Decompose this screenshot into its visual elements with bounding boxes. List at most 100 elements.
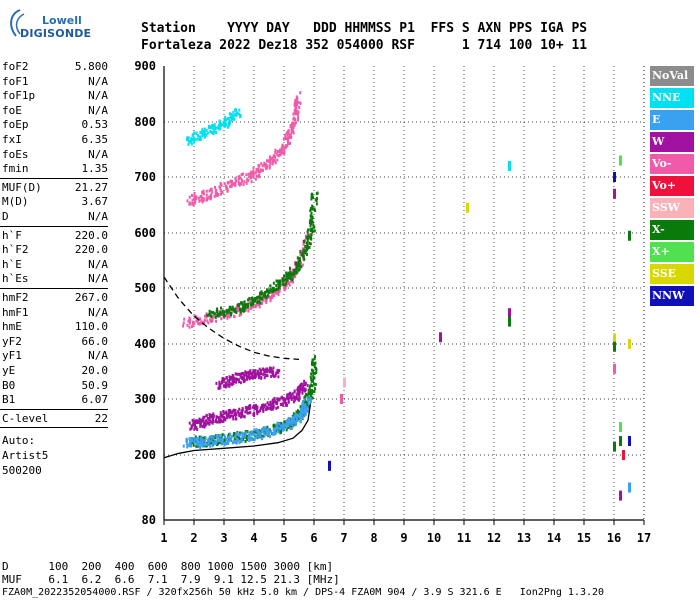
echo-point bbox=[251, 430, 254, 434]
echo-point bbox=[287, 138, 290, 142]
echo-point bbox=[196, 420, 199, 424]
echo-point bbox=[290, 273, 293, 277]
echo-point bbox=[226, 436, 229, 440]
echo-point bbox=[248, 174, 251, 178]
echo-point bbox=[314, 382, 317, 386]
echo-point bbox=[236, 431, 239, 435]
echo-point bbox=[187, 142, 190, 146]
y-tick-label: 900 bbox=[134, 59, 156, 73]
param-name: hmF1 bbox=[2, 305, 29, 319]
echo-point bbox=[234, 108, 237, 112]
echo-point bbox=[292, 112, 295, 116]
echo-point bbox=[304, 388, 307, 392]
echo-point bbox=[293, 104, 296, 108]
echo-point bbox=[281, 147, 284, 151]
echo-point bbox=[238, 414, 241, 418]
echo-point bbox=[293, 390, 296, 394]
echo-point bbox=[269, 284, 272, 288]
echo-point bbox=[288, 283, 291, 287]
echo-point bbox=[196, 444, 199, 448]
echo-point bbox=[304, 412, 307, 416]
echo-point bbox=[266, 425, 269, 429]
echo-point bbox=[261, 434, 264, 438]
echo-point bbox=[270, 157, 273, 161]
echo-point bbox=[234, 180, 237, 184]
echo-point bbox=[304, 404, 307, 408]
echo-point bbox=[283, 400, 286, 404]
echo-point bbox=[298, 263, 301, 267]
echo-point bbox=[222, 416, 225, 420]
echo-point bbox=[228, 112, 231, 116]
echo-point bbox=[302, 255, 305, 259]
echo-point bbox=[219, 382, 222, 386]
echo-point bbox=[223, 441, 226, 445]
echo-point bbox=[628, 339, 631, 349]
echo-point bbox=[193, 314, 196, 318]
echo-point bbox=[228, 415, 231, 419]
echo-point bbox=[192, 140, 195, 144]
echo-point bbox=[197, 438, 200, 442]
echo-point bbox=[266, 428, 269, 432]
x-tick-label: 12 bbox=[487, 531, 501, 545]
echo-point bbox=[195, 442, 198, 446]
echo-point bbox=[274, 151, 277, 155]
echo-point bbox=[216, 126, 219, 130]
echo-point bbox=[310, 227, 313, 231]
echo-point bbox=[257, 376, 260, 380]
echo-point bbox=[217, 417, 220, 421]
echo-point bbox=[300, 382, 303, 386]
echo-point bbox=[252, 299, 255, 303]
echo-point bbox=[275, 279, 278, 283]
echo-point bbox=[283, 423, 286, 427]
echo-point bbox=[263, 376, 266, 380]
echo-point bbox=[269, 299, 272, 303]
echo-point bbox=[274, 148, 277, 152]
echo-point bbox=[228, 121, 231, 125]
echo-point bbox=[239, 176, 242, 180]
echo-point bbox=[224, 124, 227, 128]
echo-point bbox=[226, 379, 229, 383]
echo-point bbox=[217, 420, 220, 424]
echo-point bbox=[291, 392, 294, 396]
echo-point bbox=[207, 438, 210, 442]
echo-point bbox=[250, 302, 253, 306]
echo-point bbox=[265, 290, 268, 294]
echo-point bbox=[296, 388, 299, 392]
echo-point bbox=[243, 373, 246, 377]
echo-point bbox=[266, 164, 269, 168]
echo-point bbox=[203, 318, 206, 322]
echo-point bbox=[281, 424, 284, 428]
echo-point bbox=[200, 198, 203, 202]
echo-point bbox=[277, 279, 280, 283]
echo-point bbox=[302, 249, 305, 253]
echo-point bbox=[212, 436, 215, 440]
echo-point bbox=[308, 384, 311, 388]
echo-point bbox=[302, 400, 305, 404]
echo-point bbox=[285, 131, 288, 135]
echo-point bbox=[283, 274, 286, 278]
echo-point bbox=[226, 316, 229, 320]
param-row: foF2 5.800 bbox=[2, 60, 108, 74]
echo-point bbox=[199, 441, 202, 445]
param-name: h`E bbox=[2, 257, 22, 271]
echo-point bbox=[228, 310, 231, 314]
legend-entry: NNE bbox=[650, 88, 694, 108]
echo-point bbox=[238, 313, 241, 317]
echo-point bbox=[264, 426, 267, 430]
echo-point bbox=[309, 209, 312, 213]
echo-point bbox=[300, 415, 303, 419]
echo-point bbox=[261, 296, 264, 300]
echo-point bbox=[310, 236, 313, 240]
echo-point bbox=[289, 279, 292, 283]
echo-point bbox=[260, 162, 263, 166]
echo-point bbox=[185, 442, 188, 446]
echo-point bbox=[310, 207, 313, 211]
echo-point bbox=[286, 276, 289, 280]
echo-point bbox=[241, 375, 244, 379]
echo-point bbox=[272, 371, 275, 375]
echo-point bbox=[186, 199, 189, 203]
param-value: 6.07 bbox=[81, 393, 109, 407]
echo-point bbox=[265, 374, 268, 378]
x-tick-label: 14 bbox=[547, 531, 561, 545]
echo-point bbox=[218, 441, 221, 445]
